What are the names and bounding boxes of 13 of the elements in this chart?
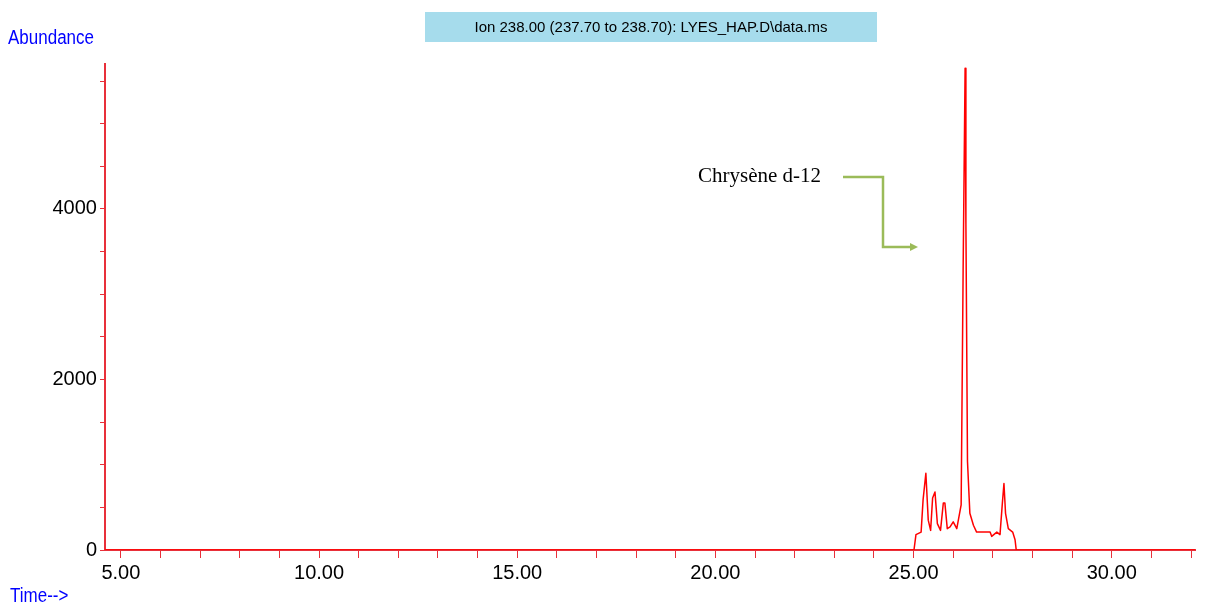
annotation: Chrysène d-12 — [698, 163, 822, 188]
x-tick-label: 5.00 — [101, 560, 141, 583]
x-tick-label: 15.00 — [492, 560, 543, 583]
x-tick-label: 20.00 — [690, 560, 741, 583]
x-tick-label: 30.00 — [1086, 560, 1137, 583]
y-tick-label: 2000 — [52, 366, 97, 389]
y-axis-title: Abundance — [8, 26, 95, 49]
y-tick-label: 4000 — [52, 196, 97, 219]
y-tick-label: 0 — [85, 537, 97, 560]
chart-title: Ion 238.00 (237.70 to 238.70): LYES_HAP.D\data.ms — [425, 12, 877, 42]
x-tick-label: 25.00 — [888, 560, 939, 583]
x-tick-label: 10.00 — [294, 560, 345, 583]
x-axis-title: Time--> — [10, 584, 69, 607]
